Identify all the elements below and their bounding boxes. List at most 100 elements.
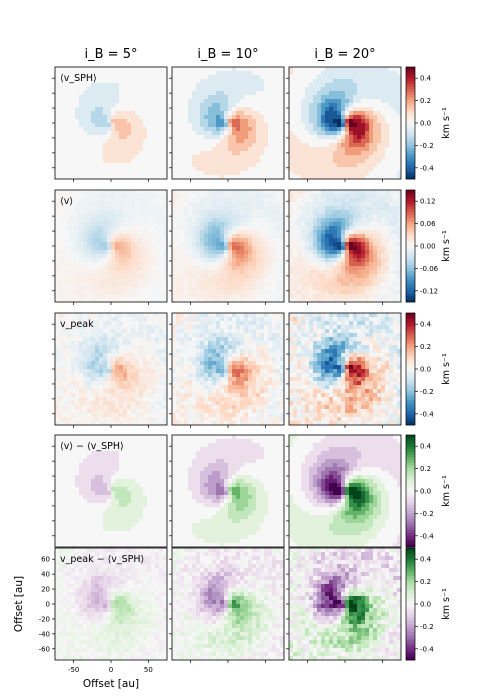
heat-cell [305, 131, 310, 136]
heat-cell [381, 163, 386, 168]
heat-cell [397, 163, 402, 168]
heat-cell [139, 139, 144, 144]
heat-cell [212, 79, 217, 84]
heat-cell [232, 234, 237, 239]
heat-cell [147, 115, 152, 120]
heat-cell [79, 262, 84, 267]
heat-cell [123, 278, 128, 283]
heat-cell [159, 202, 164, 207]
heat-cell [103, 194, 108, 199]
heat-cell [55, 87, 60, 92]
heat-cell [337, 194, 342, 199]
heat-cell [115, 79, 120, 84]
heat-cell [91, 270, 96, 275]
heat-cell [111, 159, 116, 164]
heat-cell [297, 218, 302, 223]
heat-cell [151, 190, 156, 195]
heat-cell [240, 286, 245, 291]
heat-cell [139, 159, 144, 164]
heat-cell [325, 131, 330, 136]
heat-cell [373, 135, 378, 140]
heat-cell [135, 143, 140, 148]
heat-cell [184, 242, 189, 247]
heat-cell [155, 111, 160, 116]
heat-cell [248, 107, 253, 112]
colorbar-tick-label: 0.2 [420, 97, 431, 105]
heat-cell [345, 167, 350, 172]
heat-cell [224, 159, 229, 164]
heat-cell [95, 107, 100, 112]
heat-cell [75, 111, 80, 116]
heat-cell [159, 214, 164, 219]
heat-cell [393, 198, 398, 203]
heat-cell [369, 155, 374, 160]
heat-cell [131, 290, 136, 295]
heat-cell [337, 127, 342, 132]
heat-cell [393, 87, 398, 92]
heat-cell [224, 218, 229, 223]
heat-cell [397, 151, 402, 156]
heat-cell [176, 278, 181, 283]
heat-cell [192, 83, 197, 88]
heat-cell [361, 266, 366, 271]
heat-cell [349, 131, 354, 136]
heat-cell [369, 198, 374, 203]
heat-cell [252, 246, 257, 251]
heat-cell [87, 317, 92, 322]
heat-cell [192, 198, 197, 203]
heat-cell [204, 234, 209, 239]
heat-cell [248, 103, 253, 108]
heat-cell [172, 67, 177, 72]
heat-cell [91, 262, 96, 267]
heat-cell [103, 298, 108, 303]
heat-cell [325, 111, 330, 116]
heat-cell [272, 234, 277, 239]
heat-cell [240, 202, 245, 207]
heat-cell [248, 131, 253, 136]
heat-cell [305, 151, 310, 156]
heat-cell [111, 298, 116, 303]
heat-cell [119, 190, 124, 195]
heat-cell [268, 103, 273, 108]
heat-cell [99, 321, 104, 326]
heat-cell [200, 274, 205, 279]
colorbar-step [406, 95, 415, 99]
heat-cell [345, 95, 350, 100]
colorbar-step [406, 117, 415, 121]
heat-cell [131, 190, 136, 195]
heat-cell [107, 250, 112, 255]
heat-cell [176, 190, 181, 195]
heat-cell [276, 258, 281, 263]
heat-cell [341, 206, 346, 211]
heat-cell [163, 254, 168, 259]
heat-cell [293, 151, 298, 156]
heat-cell [276, 194, 281, 199]
heat-cell [147, 198, 152, 203]
heat-cell [95, 282, 100, 287]
heat-cell [329, 139, 334, 144]
heat-cell [389, 270, 394, 275]
heat-cell [353, 198, 358, 203]
heat-cell [385, 262, 390, 267]
heat-cell [220, 234, 225, 239]
heat-cell [159, 282, 164, 287]
heat-cell [184, 278, 189, 283]
heat-cell [325, 115, 330, 120]
heat-cell [91, 234, 96, 239]
heat-cell [83, 171, 88, 176]
heat-cell [268, 270, 273, 275]
heat-cell [264, 294, 269, 299]
heat-cell [264, 103, 269, 108]
heat-cell [59, 282, 64, 287]
heat-cell [377, 274, 382, 279]
colorbar-step [406, 120, 415, 124]
heat-cell [248, 258, 253, 263]
heat-cell [63, 143, 68, 148]
heat-cell [184, 262, 189, 267]
heat-cell [67, 107, 72, 112]
heat-cell [365, 206, 370, 211]
heat-cell [204, 143, 209, 148]
heat-cell [180, 171, 185, 176]
heat-cell [196, 147, 201, 152]
